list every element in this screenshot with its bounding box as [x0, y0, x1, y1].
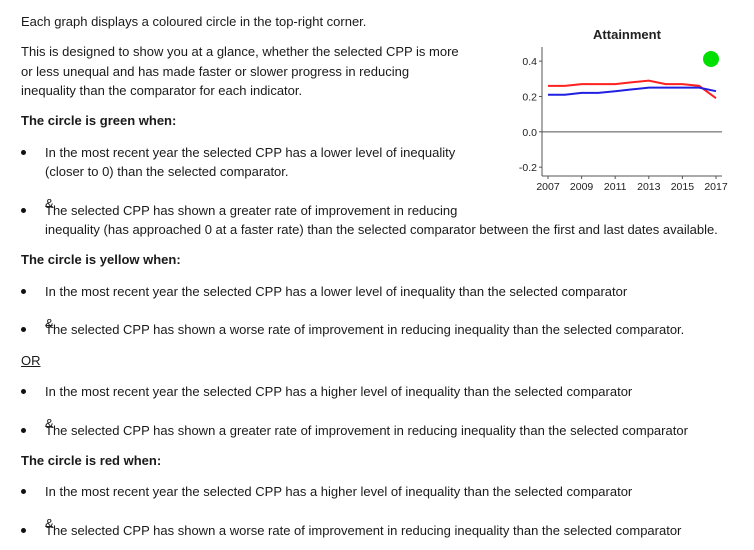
bullet-icon	[21, 208, 26, 213]
or-label: OR	[21, 353, 41, 368]
y-tick-label: -0.2	[519, 162, 537, 174]
attainment-chart: Attainment 0.4 0.2 0.0 -0.2 2007 2009 2011 2013…	[519, 27, 728, 193]
bullet-text: In the most recent year the selected CPP…	[45, 484, 633, 499]
bullet-text: The selected CPP has shown a worse rate …	[45, 322, 685, 337]
yellow-heading: The circle is yellow when:	[21, 252, 181, 267]
green-heading: The circle is green when:	[21, 113, 177, 128]
series-line-2	[548, 86, 717, 96]
bullet-text: In the most recent year the selected CPP…	[45, 284, 628, 299]
bullet-icon	[21, 327, 26, 332]
chart-ticks: 0.4 0.2 0.0 -0.2 2007 2009 2011 2013 2015 2017	[519, 56, 728, 193]
bullet-icon	[21, 389, 26, 394]
ampersand: &	[45, 416, 54, 431]
x-tick-label: 2017	[704, 181, 728, 193]
bullet-text: The selected CPP has shown a greater rat…	[45, 423, 688, 438]
bullet-icon	[21, 289, 26, 294]
chart-lines	[548, 79, 717, 100]
green-bullet-1-cont: (closer to 0) than the selected comparat…	[45, 164, 289, 179]
bullet-icon	[21, 428, 26, 433]
bullet-text: In the most recent year the selected CPP…	[45, 384, 633, 399]
x-tick-label: 2013	[637, 181, 661, 193]
y-tick-label: 0.0	[522, 127, 537, 139]
bullet-text: In the most recent year the selected CPP…	[45, 145, 456, 160]
x-tick-label: 2009	[570, 181, 594, 193]
bullet-icon	[21, 489, 26, 494]
green-bullet-2-cont: inequality (has approached 0 at a faster…	[45, 222, 718, 237]
bullet-text: The selected CPP has shown a worse rate …	[45, 523, 682, 538]
chart-title: Attainment	[593, 27, 662, 42]
x-tick-label: 2007	[536, 181, 560, 193]
bullet-icon	[21, 528, 26, 533]
y-tick-label: 0.4	[522, 56, 537, 68]
x-tick-label: 2015	[671, 181, 695, 193]
ampersand: &	[45, 316, 54, 331]
chart-axes	[541, 47, 722, 177]
y-tick-label: 0.2	[522, 91, 537, 103]
bullet-icon	[21, 150, 26, 155]
intro-para-line1: This is designed to show you at a glance…	[21, 44, 459, 59]
series-line-1	[548, 79, 717, 100]
intro-line: Each graph displays a coloured circle in…	[21, 14, 367, 29]
ampersand: &	[45, 516, 54, 531]
ampersand: &	[45, 196, 54, 211]
intro-para-line2: or less unequal and has made faster or s…	[21, 64, 410, 79]
status-circle-icon	[703, 51, 719, 67]
bullet-text: The selected CPP has shown a greater rat…	[45, 203, 458, 218]
intro-para-line3: inequality than the comparator for each …	[21, 83, 303, 98]
x-tick-label: 2011	[604, 181, 627, 193]
red-heading: The circle is red when:	[21, 453, 162, 468]
